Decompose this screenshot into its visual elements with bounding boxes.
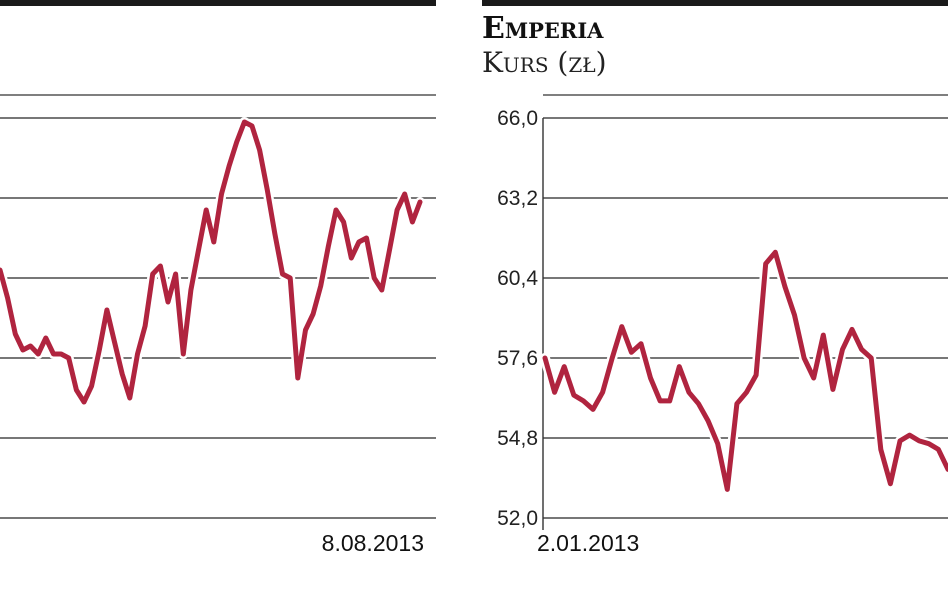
right-chart-title: Emperia <box>482 11 604 46</box>
left-chart-series <box>0 117 425 407</box>
series-line-halo <box>0 117 425 407</box>
left-chart-end-date: 8.08.2013 <box>322 530 424 556</box>
right-chart-series <box>540 247 948 495</box>
series-line-halo <box>540 247 948 495</box>
series-line <box>0 119 423 405</box>
left-panel-top-rule <box>0 0 436 6</box>
y-tick-label: 63,2 <box>497 187 538 210</box>
y-tick-label: 54,8 <box>497 427 538 450</box>
right-chart-start-date: 2.01.2013 <box>537 530 639 556</box>
y-tick-label: 60,4 <box>497 267 538 290</box>
right-chart-yticks: 66,0 63,2 60,4 57,6 54,8 52,0 <box>497 107 538 530</box>
y-tick-label: 57,6 <box>497 347 538 370</box>
right-chart-ylabel: Kurs (zł) <box>482 46 607 79</box>
y-tick-label: 66,0 <box>497 107 538 130</box>
left-chart-grid <box>0 94 436 519</box>
y-tick-label: 52,0 <box>497 507 538 530</box>
right-panel-top-rule <box>482 0 948 6</box>
series-line <box>542 249 948 492</box>
